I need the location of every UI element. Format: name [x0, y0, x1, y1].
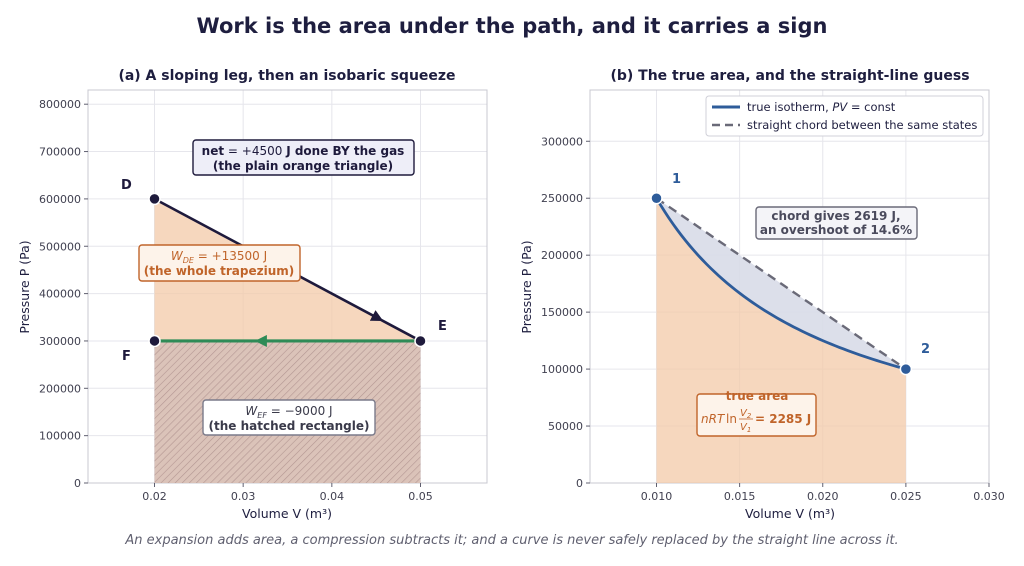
figure-caption: An expansion adds area, a compression su…	[125, 533, 899, 548]
panel-a-ylabel: Pressure P (Pa)	[17, 240, 32, 333]
svg-text:V2: V2	[740, 408, 752, 420]
panel-b-x-ticks: 0.010 0.015 0.020 0.025 0.030	[641, 483, 1005, 503]
point-f	[148, 334, 161, 348]
panel-a-y-tick-label: 400000	[39, 288, 81, 301]
panel-b-x-tick-label: 0.020	[807, 490, 839, 503]
point-e	[414, 334, 427, 348]
panel-b-y-ticks: 0 50000 100000 150000 200000 250000 300000	[541, 135, 590, 490]
panel-a: D E F 0.02 0.03 0.04 0.05 0 100000 200000 3000…	[17, 68, 488, 521]
svg-text:nRT: nRT	[701, 412, 726, 426]
panel-b-y-tick-label: 0	[576, 477, 583, 490]
panel-b: 1 2 0.010 0.015 0.020 0.025 0.030 0 50000 1000…	[519, 68, 1005, 521]
svg-text:WDE = +13500 J: WDE = +13500 J	[171, 249, 267, 265]
legend-item-isotherm: true isotherm, PV = const	[747, 100, 896, 114]
page-title: Work is the area under the path, and it …	[196, 14, 828, 38]
panel-b-y-tick-label: 250000	[541, 192, 583, 205]
panel-b-x-tick-label: 0.025	[890, 490, 922, 503]
panel-b-y-tick-label: 200000	[541, 249, 583, 262]
panel-b-y-tick-label: 50000	[548, 420, 583, 433]
true-area-annotation: true area nRT ln V2 V1 = 2285 J	[696, 389, 817, 437]
svg-text:V1: V1	[740, 422, 751, 434]
wef-annotation: WEF = −9000 J (the hatched rectangle)	[202, 399, 376, 436]
panel-a-y-ticks: 0 100000 200000 300000 400000 500000 600000 700…	[39, 98, 88, 490]
panel-b-title: (b) The true area, and the straight-line…	[610, 68, 969, 84]
panel-a-x-tick-label: 0.04	[320, 490, 345, 503]
svg-text:chord gives 2619 J,: chord gives 2619 J,	[771, 209, 900, 223]
panel-a-y-tick-label: 500000	[39, 240, 81, 253]
svg-text:an overshoot of 14.6%: an overshoot of 14.6%	[760, 223, 912, 237]
panel-a-xlabel: Volume V (m³)	[242, 506, 332, 521]
svg-text:net = +4500 J done BY the gas: net = +4500 J done BY the gas	[202, 144, 405, 158]
chord-annotation: chord gives 2619 J, an overshoot of 14.6…	[755, 206, 918, 240]
panel-b-x-tick-label: 0.015	[724, 490, 756, 503]
svg-text:true area: true area	[726, 389, 789, 403]
panel-b-x-tick-label: 0.030	[973, 490, 1005, 503]
svg-text:ln: ln	[726, 412, 737, 426]
panel-a-y-tick-label: 700000	[39, 146, 81, 159]
label-f: F	[122, 349, 131, 364]
panel-b-ylabel: Pressure P (Pa)	[519, 240, 534, 333]
panel-b-xlabel: Volume V (m³)	[745, 506, 835, 521]
panel-a-x-ticks: 0.02 0.03 0.04 0.05	[142, 483, 433, 503]
point-1	[650, 191, 663, 205]
panel-b-y-tick-label: 150000	[541, 306, 583, 319]
wde-annotation: WDE = +13500 J (the whole trapezium)	[138, 244, 301, 282]
panel-b-y-tick-label: 300000	[541, 135, 583, 148]
isotherm-curve	[655, 197, 907, 371]
svg-text:= 2285 J: = 2285 J	[755, 412, 811, 426]
panel-a-y-tick-label: 0	[74, 477, 81, 490]
point-d	[148, 192, 161, 206]
arrow-d-to-e	[366, 310, 384, 322]
straight-chord	[655, 197, 907, 371]
svg-text:WEF = −9000 J: WEF = −9000 J	[245, 404, 332, 420]
panel-a-y-tick-label: 100000	[39, 430, 81, 443]
panel-a-title: (a) A sloping leg, then an isobaric sque…	[118, 68, 455, 84]
panel-b-y-tick-label: 100000	[541, 363, 583, 376]
panel-a-y-tick-label: 800000	[39, 98, 81, 111]
legend: true isotherm, PV = const straight chord…	[705, 95, 984, 137]
panel-a-y-tick-label: 300000	[39, 335, 81, 348]
panel-a-x-tick-label: 0.05	[408, 490, 433, 503]
panel-a-y-tick-label: 200000	[39, 382, 81, 395]
label-e: E	[438, 319, 447, 334]
label-2: 2	[921, 342, 930, 357]
svg-text:(the plain orange triangle): (the plain orange triangle)	[213, 159, 393, 173]
point-2	[899, 362, 913, 376]
panel-a-y-tick-label: 600000	[39, 193, 81, 206]
net-annotation: net = +4500 J done BY the gas (the plain…	[192, 139, 415, 176]
panel-a-x-tick-label: 0.03	[231, 490, 256, 503]
panel-b-x-tick-label: 0.010	[641, 490, 673, 503]
svg-text:(the hatched rectangle): (the hatched rectangle)	[209, 419, 370, 433]
svg-text:(the whole trapezium): (the whole trapezium)	[144, 264, 295, 278]
label-d: D	[121, 178, 132, 193]
legend-item-chord: straight chord between the same states	[747, 118, 977, 132]
panel-a-x-tick-label: 0.02	[142, 490, 167, 503]
label-1: 1	[672, 172, 681, 187]
